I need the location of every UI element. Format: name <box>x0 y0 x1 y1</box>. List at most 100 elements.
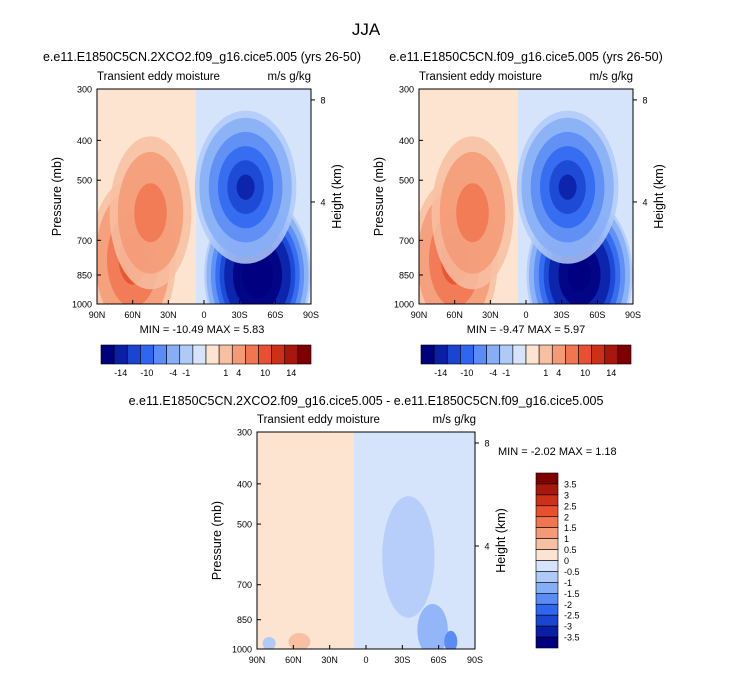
y-axis-title: Pressure (mb) <box>372 157 386 236</box>
colorbar-swatch <box>535 494 559 507</box>
y-axis-title: Pressure (mb) <box>210 501 224 580</box>
colorbar-label: 1 <box>543 368 548 378</box>
y2-axis-title: Height (km) <box>494 508 508 573</box>
colorbar-label: -1.5 <box>564 589 580 599</box>
colorbar-label: -3 <box>564 622 572 632</box>
colorbar-swatch <box>218 344 233 365</box>
plot-field <box>97 89 311 304</box>
x-tick-label: 60S <box>267 310 283 320</box>
colorbar-swatch <box>538 344 553 365</box>
colorbar-label: 3.5 <box>564 479 577 489</box>
colorbar-swatch <box>535 593 559 605</box>
y-axis-title: Pressure (mb) <box>50 157 64 236</box>
y-tick-label: 400 <box>237 479 252 489</box>
panel-2-plot: 300 400 500 700 850 1000 8 4 90N 60N 30N 0 30S 60S 90S… <box>372 85 666 321</box>
panel-1-min-max: MIN = -10.49 MAX = 5.83 <box>140 324 265 336</box>
y-tick-label: 300 <box>77 85 92 95</box>
y-tick-label: 300 <box>399 85 414 95</box>
x-tick-label: 30S <box>394 655 410 665</box>
colorbar-label: -4 <box>489 368 497 378</box>
colorbar-swatch <box>420 344 435 365</box>
colorbar-swatch <box>535 483 559 496</box>
colorbar-swatch <box>512 344 527 365</box>
y-tick-label: 300 <box>237 428 252 438</box>
colorbar-label: 2.5 <box>564 501 577 511</box>
contour-fill-level <box>134 183 167 243</box>
panel-3: e.e11.E1850C5CN.2XCO2.f09_g16.cice5.005 … <box>129 394 617 665</box>
colorbar-swatch <box>535 571 559 583</box>
colorbar-swatch <box>297 344 312 365</box>
colorbar-swatch <box>551 344 566 365</box>
y-tick-label: 1000 <box>72 300 92 310</box>
panel-1-right-string: m/s g/kg <box>268 71 311 83</box>
x-tick-label: 90N <box>249 655 266 665</box>
diff-neg-patch <box>417 603 448 649</box>
x-tick-label: 60S <box>431 655 447 665</box>
colorbar-label: -4 <box>169 368 177 378</box>
x-tick-label: 0 <box>363 655 368 665</box>
panel-2: e.e11.E1850C5CN.f09_g16.cice5.005 (yrs 2… <box>372 50 666 378</box>
colorbar-swatch <box>535 636 559 649</box>
colorbar-label: 2 <box>564 512 569 522</box>
colorbar-swatch <box>535 527 559 539</box>
y-tick-label: 500 <box>399 176 414 186</box>
page-title: JJA <box>352 20 381 39</box>
colorbar-swatch <box>192 344 207 365</box>
x-tick-label: 0 <box>523 310 528 320</box>
y-tick-label: 500 <box>77 176 92 186</box>
colorbar-label: -14 <box>434 368 447 378</box>
y2-axis-title: Height (km) <box>330 164 344 229</box>
y2-tick-label: 8 <box>484 439 489 449</box>
colorbar-label: 3 <box>564 490 569 500</box>
y-tick-label: 1000 <box>232 645 252 655</box>
colorbar-label: 0.5 <box>564 545 577 555</box>
colorbar-label: -10 <box>140 368 153 378</box>
x-tick-label: 60N <box>446 310 463 320</box>
panel-3-colorbar: 3.532.521.510.50-0.5-1-1.5-2-2.5-3-3.5 <box>535 472 580 649</box>
colorbar-label: 14 <box>606 368 616 378</box>
x-tick-label: 90S <box>625 310 641 320</box>
colorbar-label: -3.5 <box>564 633 580 643</box>
diff-neg-patch <box>382 496 435 618</box>
y2-axis-title: Height (km) <box>652 164 666 229</box>
colorbar-label: 14 <box>286 368 296 378</box>
x-tick-label: 0 <box>201 310 206 320</box>
colorbar-swatch <box>535 549 559 561</box>
colorbar-swatch <box>231 344 246 365</box>
x-tick-label: 30S <box>232 310 248 320</box>
y-tick-label: 700 <box>77 236 92 246</box>
colorbar-label: 1.5 <box>564 523 577 533</box>
panel-1-colorbar: -14 -10 -4 -1 1 4 10 14 <box>100 344 312 378</box>
colorbar-swatch <box>460 344 474 365</box>
nh-background <box>257 432 354 649</box>
y-tick-label: 850 <box>237 615 252 625</box>
panel-3-min-max: MIN = -2.02 MAX = 1.18 <box>498 446 617 458</box>
x-tick-label: 60S <box>589 310 605 320</box>
x-tick-label: 60N <box>124 310 141 320</box>
x-tick-label: 90N <box>89 310 106 320</box>
panel-3-right-string: m/s g/kg <box>433 414 476 426</box>
colorbar-swatch <box>591 344 606 365</box>
colorbar-swatch <box>535 516 559 528</box>
panel-1-left-string: Transient eddy moisture <box>97 71 220 83</box>
colorbar-swatch <box>140 344 154 365</box>
colorbar-swatch <box>525 344 540 365</box>
colorbar-label: -10 <box>460 368 473 378</box>
colorbar-swatch <box>113 344 128 365</box>
y-tick-label: 1000 <box>394 300 414 310</box>
colorbar-label: -0.5 <box>564 567 580 577</box>
contour-fill-level <box>568 258 591 292</box>
diff-pos-patch <box>288 632 311 649</box>
colorbar-swatch <box>245 344 259 365</box>
colorbar-swatch <box>258 344 272 365</box>
colorbar-swatch <box>499 344 514 365</box>
diff-neg-patch <box>262 637 276 649</box>
y2-tick-label: 8 <box>320 95 325 105</box>
contour-fill-level <box>558 174 577 200</box>
colorbar-swatch <box>617 344 632 365</box>
colorbar-label: -14 <box>114 368 127 378</box>
y-tick-label: 850 <box>77 270 92 280</box>
panel-1-plot: 300 400 500 700 850 1000 8 4 90N 60N 30N 0 30S 60S 90S… <box>50 85 344 321</box>
diff-neg-patch <box>444 630 458 649</box>
